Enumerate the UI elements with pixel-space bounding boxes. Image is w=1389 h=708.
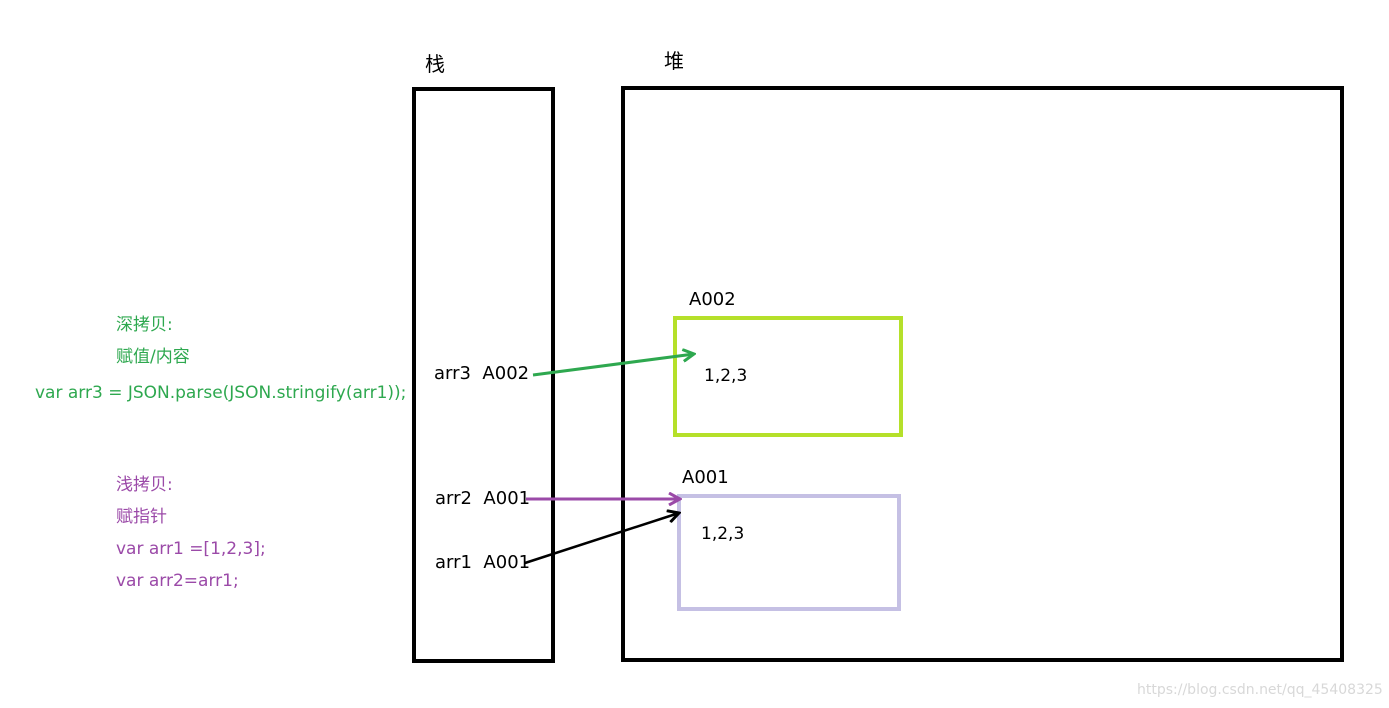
deep-copy-code: var arr3 = JSON.parse(JSON.stringify(arr…: [35, 383, 407, 403]
stack-entry-address: A002: [482, 363, 530, 384]
stack-entry-address: A001: [483, 552, 531, 573]
arrow-arr3-to-a002: [532, 354, 694, 377]
heap-block-a002-content: 1,2,3: [704, 366, 748, 386]
shallow-copy-code-line2: var arr2=arr1;: [116, 571, 239, 591]
stack-entry-arr3: arr3 A002: [434, 365, 529, 383]
heap-block-a002-address: A002: [689, 289, 736, 310]
deep-copy-heading: 深拷贝:: [116, 315, 173, 335]
stack-entry-arr2: arr2 A001: [435, 490, 530, 508]
heap-block-a002: [673, 316, 903, 437]
stack-entry-name: arr2: [435, 488, 472, 509]
heap-block-a001: [677, 494, 901, 611]
stack-entry-arr1: arr1 A001: [435, 554, 530, 572]
heap-block-a001-address: A001: [682, 467, 729, 488]
shallow-copy-subheading: 赋指针: [116, 507, 167, 527]
stack-entry-name: arr3: [434, 363, 471, 384]
stack-title: 栈: [425, 52, 445, 76]
shallow-copy-heading: 浅拷贝:: [116, 475, 173, 495]
shallow-copy-code-line1: var arr1 =[1,2,3];: [116, 539, 266, 559]
arrow-arr1-to-a001: [524, 513, 679, 565]
stack-entry-name: arr1: [435, 552, 472, 573]
heap-title: 堆: [664, 49, 684, 73]
stack-entry-address: A001: [483, 488, 531, 509]
watermark: https://blog.csdn.net/qq_45408325: [1137, 682, 1383, 698]
heap-block-a001-content: 1,2,3: [701, 524, 745, 544]
deep-copy-subheading: 赋值/内容: [116, 347, 190, 367]
heap-frame: [621, 86, 1344, 662]
stack-frame: [412, 87, 555, 663]
